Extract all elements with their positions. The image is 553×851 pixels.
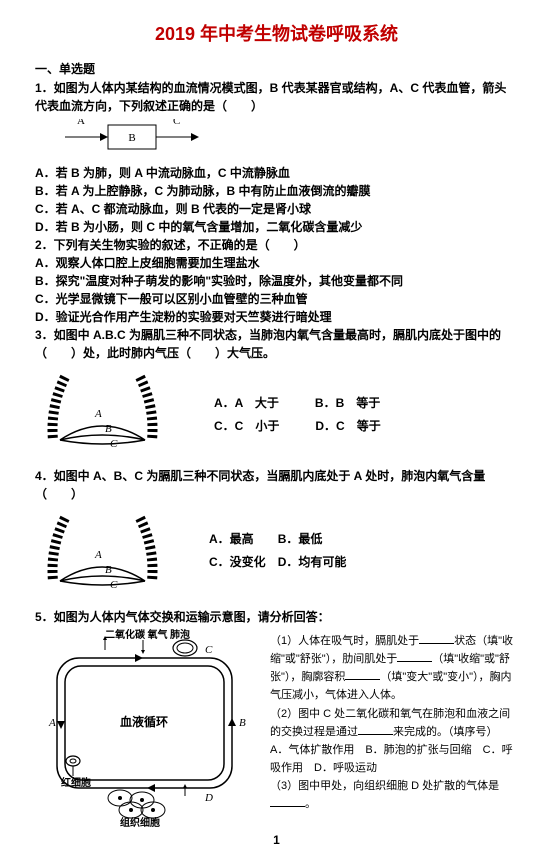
q3-lung-diagram: A B C	[35, 362, 170, 467]
q3-opt-d: D．C 等于	[315, 419, 380, 433]
svg-text:D: D	[204, 792, 213, 804]
svg-text:C: C	[173, 119, 180, 127]
svg-text:血液循环: 血液循环	[120, 714, 168, 729]
svg-text:C: C	[110, 579, 118, 591]
q5-subquestions: （1）人体在吸气时，膈肌处于状态（填"收缩"或"舒张"），肋间肌处于（填"收缩"…	[270, 632, 515, 813]
q1-opt-c: C．若 A、C 都流动脉血，则 B 代表的一定是肾小球	[35, 200, 518, 218]
svg-text:B: B	[239, 717, 246, 729]
q4-opt-c: C．没变化	[209, 555, 266, 569]
q5-1a: （1）人体在吸气时，膈肌处于	[270, 635, 419, 647]
svg-text:二氧化碳 氧气 肺泡: 二氧化碳 氧气 肺泡	[105, 628, 190, 641]
svg-text:红细胞: 红细胞	[61, 776, 91, 789]
q4-stem: 4．如图中 A、B、C 为膈肌三种不同状态，当膈肌内底处于 A 处时，肺泡内氧气…	[35, 467, 518, 503]
q5-2b: 来完成的。（填序号）	[393, 726, 498, 738]
svg-text:A: A	[77, 119, 85, 127]
q1-opt-b: B．若 A 为上腔静脉，C 为肺动脉，B 中有防止血液倒流的瓣膜	[35, 182, 518, 200]
q2-stem: 2．下列有关生物实验的叙述，不正确的是（ ）	[35, 236, 518, 254]
q4-lung-diagram: A B C	[35, 503, 170, 608]
q2-opt-c: C．光学显微镜下一般可以区别小血管壁的三种血管	[35, 290, 518, 308]
q5-circulation-diagram: 二氧化碳 氧气 肺泡 A B C D	[35, 626, 260, 841]
svg-text:C: C	[205, 644, 213, 656]
q5-2opts: A．气体扩散作用 B．肺泡的扩张与回缩 C．呼吸作用 D．呼吸运动	[270, 744, 513, 774]
q4-opt-d: D．均有可能	[278, 555, 347, 569]
q5-stem: 5．如图为人体内气体交换和运输示意图，请分析回答：	[35, 608, 518, 626]
blank	[419, 633, 454, 644]
q4-options: A．最高 B．最低 C．没变化 D．均有可能	[209, 528, 346, 574]
q2-opt-a: A．观察人体口腔上皮细胞需要加生理盐水	[35, 254, 518, 272]
section-header: 一、单选题	[35, 60, 518, 77]
q1-stem: 1．如图为人体内某结构的血流情况模式图，B 代表某器官或结构，A、C 代表血管，…	[35, 79, 518, 115]
page-number: 1	[0, 833, 553, 847]
q1-opt-a: A．若 B 为肺，则 A 中流动脉血，C 中流静脉血	[35, 164, 518, 182]
svg-text:B: B	[105, 423, 112, 435]
q3-opt-c: C．C 小于	[214, 419, 279, 433]
blank	[358, 724, 393, 735]
q3-stem: 3．如图中 A.B.C 为膈肌三种不同状态，当肺泡内氧气含量最高时，膈肌内底处于…	[35, 326, 518, 362]
q2-opt-d: D．验证光合作用产生淀粉的实验要对天竺葵进行暗处理	[35, 308, 518, 326]
svg-text:A: A	[94, 408, 102, 420]
blank	[397, 651, 432, 662]
svg-text:C: C	[110, 438, 118, 450]
svg-text:组织细胞: 组织细胞	[120, 816, 160, 829]
q4-opt-b: B．最低	[278, 532, 323, 546]
q3-opt-b: B．B 等于	[315, 396, 380, 410]
blank	[345, 669, 380, 680]
q5-3a: （3）图中甲处，向组织细胞 D 处扩散的气体是	[270, 780, 499, 792]
q3-opt-a: A．A 大于	[214, 396, 279, 410]
q3-options: A．A 大于 B．B 等于 C．C 小于 D．C 等于	[214, 392, 381, 438]
q4-opt-a: A．最高	[209, 532, 254, 546]
q2-opt-b: B．探究"温度对种子萌发的影响"实验时，除温度外，其他变量都不同	[35, 272, 518, 290]
svg-text:B: B	[128, 132, 135, 144]
q5-3b: 。	[305, 798, 316, 810]
q1-diagram: B A C	[65, 119, 518, 160]
page-title: 2019 年中考生物试卷呼吸系统	[35, 20, 518, 46]
svg-text:B: B	[105, 564, 112, 576]
blank	[270, 796, 305, 807]
q1-opt-d: D．若 B 为小肠，则 C 中的氧气含量增加，二氧化碳含量减少	[35, 218, 518, 236]
svg-text:A: A	[48, 717, 56, 729]
svg-text:A: A	[94, 549, 102, 561]
